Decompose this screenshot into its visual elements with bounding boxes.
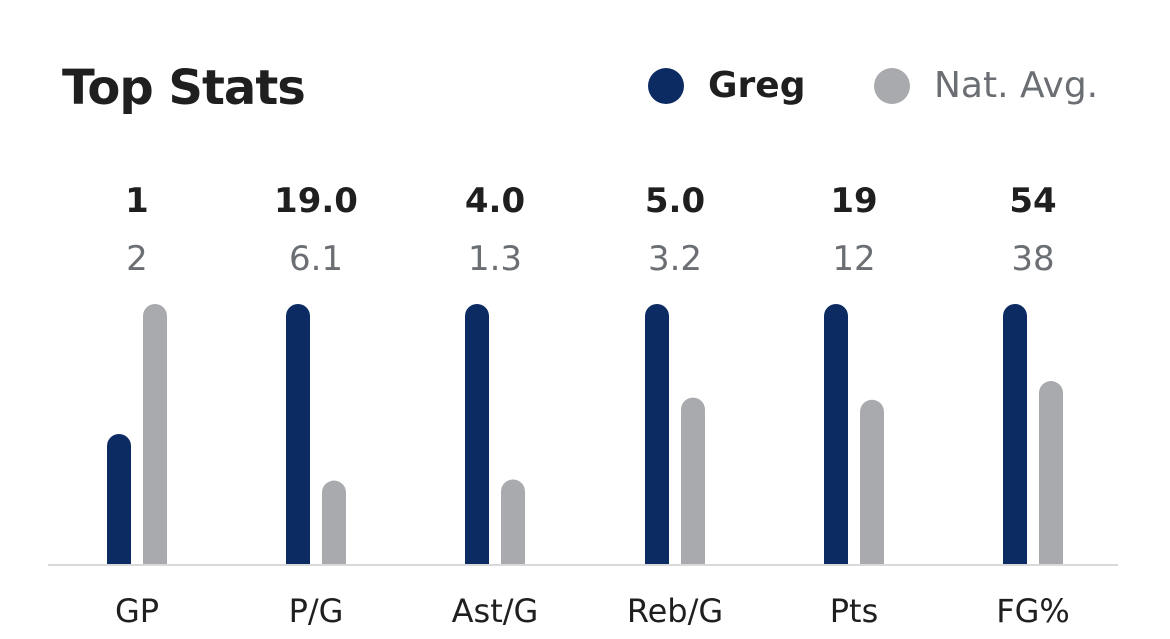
category-label-reb-g: Reb/G (627, 592, 723, 630)
bar-average-p-g (322, 480, 346, 564)
bar-player-ast-g (465, 304, 489, 564)
legend-player-label: Greg (708, 65, 806, 106)
legend-average-dot-icon (874, 68, 910, 104)
bar-player-gp (107, 434, 131, 564)
legend-average-label: Nat. Avg. (934, 65, 1099, 106)
value-average-reb-g: 3.2 (648, 239, 702, 279)
category-label-fg: FG% (996, 592, 1070, 630)
value-average-ast-g: 1.3 (468, 239, 522, 279)
page-title: Top Stats (62, 60, 306, 116)
value-average-pts: 12 (832, 239, 875, 279)
value-player-fg: 54 (1009, 181, 1056, 221)
value-average-p-g: 6.1 (289, 239, 343, 279)
legend-player: Greg (648, 62, 806, 110)
bar-player-p-g (286, 304, 310, 564)
category-label-p-g: P/G (289, 592, 344, 630)
bar-player-pts (824, 304, 848, 564)
bar-average-fg (1039, 381, 1063, 564)
legend-average: Nat. Avg. (874, 62, 1098, 110)
category-label-gp: GP (115, 592, 159, 630)
bar-average-pts (860, 399, 884, 564)
value-average-fg: 38 (1011, 239, 1054, 279)
value-player-gp: 1 (125, 181, 149, 221)
value-player-p-g: 19.0 (274, 181, 358, 221)
bar-average-reb-g (681, 397, 705, 564)
value-player-ast-g: 4.0 (465, 181, 525, 221)
value-average-gp: 2 (126, 239, 148, 279)
bar-player-fg (1003, 304, 1027, 564)
bar-average-ast-g (501, 479, 525, 564)
value-player-pts: 19 (830, 181, 877, 221)
value-player-reb-g: 5.0 (645, 181, 705, 221)
bar-average-gp (143, 304, 167, 564)
legend-player-dot-icon (648, 68, 684, 104)
bar-player-reb-g (645, 304, 669, 564)
category-label-pts: Pts (830, 592, 879, 630)
category-label-ast-g: Ast/G (452, 592, 539, 630)
